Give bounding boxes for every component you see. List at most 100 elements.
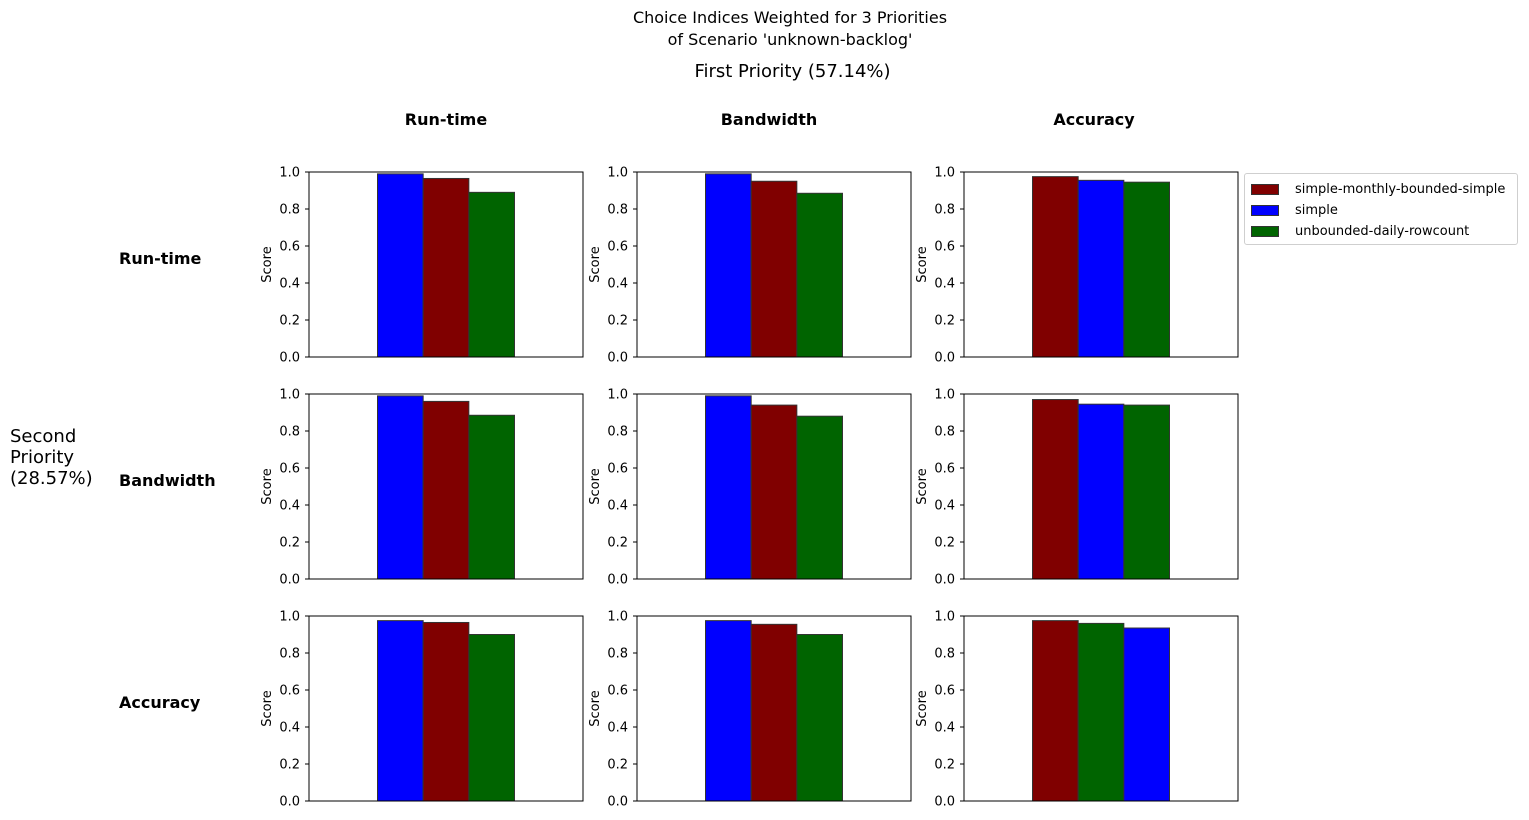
panel-accuracy-bandwidth-bar-unbounded-daily-rowcount <box>796 634 844 802</box>
panel-run-time-run-time-ytick-label-1: 0.2 <box>279 314 300 329</box>
row-priority-title-line-3: (28.57%) <box>10 468 93 489</box>
panel-run-time-accuracy-ytick-label-5: 1.0 <box>934 166 955 181</box>
panel-accuracy-bandwidth-ytick-label-5: 1.0 <box>607 610 628 625</box>
panel-bandwidth-bandwidth-ylabel: Score <box>588 468 603 504</box>
legend-item-simple: simple <box>1251 200 1517 221</box>
panel-run-time-bandwidth-bar-unbounded-daily-rowcount <box>796 192 844 358</box>
panel-bandwidth-accuracy-ytick-label-1: 0.2 <box>934 536 955 551</box>
panel-bandwidth-accuracy: 0.0 0.2 0.4 0.6 0.8 1.0 Score <box>915 388 1239 588</box>
panel-run-time-bandwidth-ytick-label-3: 0.6 <box>607 240 628 255</box>
legend: simple-monthly-bounded-simple simple unb… <box>1244 173 1518 245</box>
panel-bandwidth-run-time: 0.0 0.2 0.4 0.6 0.8 1.0 Score <box>260 388 584 588</box>
figure-title-line-1: Choice Indices Weighted for 3 Priorities <box>632 8 948 27</box>
panel-bandwidth-run-time-ytick-label-3: 0.6 <box>279 462 300 477</box>
panel-accuracy-bandwidth-bar-simple <box>705 620 752 802</box>
legend-swatch-simple <box>1251 205 1279 216</box>
panel-accuracy-bandwidth-bar-simple-monthly-bounded-simple <box>750 623 798 802</box>
panel-run-time-bandwidth-bar-simple-monthly-bounded-simple <box>750 180 798 358</box>
panel-accuracy-run-time-ylabel: Score <box>260 690 275 726</box>
panel-run-time-run-time-ytick-label-3: 0.6 <box>279 240 300 255</box>
row-header-1: Run-time <box>119 249 202 268</box>
panel-run-time-accuracy-ytick-label-3: 0.6 <box>934 240 955 255</box>
panel-bandwidth-accuracy-ytick-label-4: 0.8 <box>934 425 955 440</box>
panel-bandwidth-bandwidth-bar-unbounded-daily-rowcount <box>796 415 844 580</box>
figure-title-line-2: of Scenario 'unknown-backlog' <box>667 30 913 49</box>
panel-accuracy-run-time-ytick-label-5: 1.0 <box>279 610 300 625</box>
panel-bandwidth-bandwidth-bar-simple-monthly-bounded-simple <box>750 404 798 580</box>
panel-accuracy-run-time: 0.0 0.2 0.4 0.6 0.8 1.0 Score <box>260 610 584 810</box>
figure-title: Choice Indices Weighted for 3 Priorities… <box>0 7 1529 51</box>
panel-bandwidth-bandwidth-ytick-label-1: 0.2 <box>607 536 628 551</box>
panel-accuracy-run-time-bar-simple <box>377 620 424 802</box>
legend-swatch-unbounded-daily-rowcount <box>1251 226 1279 237</box>
panel-bandwidth-bandwidth-ytick-label-4: 0.8 <box>607 425 628 440</box>
legend-item-simple-monthly-bounded-simple: simple-monthly-bounded-simple <box>1251 179 1517 200</box>
panel-accuracy-run-time-bar-simple-monthly-bounded-simple <box>422 621 470 802</box>
panel-accuracy-run-time-bar-unbounded-daily-rowcount <box>468 634 515 802</box>
column-priority-title: First Priority (57.14%) <box>694 61 891 82</box>
panel-run-time-accuracy-ytick-label-2: 0.4 <box>934 277 955 292</box>
panel-run-time-bandwidth-frame <box>636 171 912 358</box>
panel-accuracy-bandwidth-ytick-label-1: 0.2 <box>607 758 628 773</box>
panel-accuracy-accuracy-ylabel: Score <box>915 690 930 726</box>
panel-bandwidth-run-time-bar-unbounded-daily-rowcount <box>468 414 515 580</box>
legend-item-unbounded-daily-rowcount: unbounded-daily-rowcount <box>1251 221 1517 242</box>
panel-run-time-bandwidth: 0.0 0.2 0.4 0.6 0.8 1.0 Score <box>588 166 912 366</box>
panel-accuracy-accuracy-ytick-label-3: 0.6 <box>934 684 955 699</box>
row-priority-title: Second Priority (28.57%) <box>10 426 120 489</box>
panel-run-time-accuracy-ytick-label-0: 0.0 <box>934 351 955 366</box>
panel-accuracy-bandwidth: 0.0 0.2 0.4 0.6 0.8 1.0 Score <box>588 610 912 810</box>
panel-accuracy-run-time-ytick-label-4: 0.8 <box>279 647 300 662</box>
panel-accuracy-run-time-frame <box>308 615 584 802</box>
column-header-2: Bandwidth <box>720 110 818 129</box>
panel-bandwidth-run-time-bar-simple <box>377 395 424 580</box>
panel-bandwidth-accuracy-frame <box>963 393 1239 580</box>
panel-accuracy-bandwidth-ytick-label-3: 0.6 <box>607 684 628 699</box>
panel-bandwidth-run-time-ytick-label-1: 0.2 <box>279 536 300 551</box>
panel-accuracy-bandwidth-ylabel: Score <box>588 690 603 726</box>
panel-run-time-run-time-frame <box>308 171 584 358</box>
panel-bandwidth-bandwidth: 0.0 0.2 0.4 0.6 0.8 1.0 Score <box>588 388 912 588</box>
panel-bandwidth-accuracy-ytick-label-2: 0.4 <box>934 499 955 514</box>
legend-label-unbounded-daily-rowcount: unbounded-daily-rowcount <box>1295 224 1470 239</box>
panel-run-time-bandwidth-ytick-label-2: 0.4 <box>607 277 628 292</box>
panel-run-time-accuracy-ylabel: Score <box>915 246 930 282</box>
panel-accuracy-accuracy-ytick-label-1: 0.2 <box>934 758 955 773</box>
panel-bandwidth-bandwidth-ytick-label-3: 0.6 <box>607 462 628 477</box>
panel-bandwidth-accuracy-bar-simple <box>1077 403 1125 580</box>
panel-run-time-accuracy-bar-simple <box>1077 179 1125 358</box>
panel-accuracy-accuracy-frame <box>963 615 1239 802</box>
panel-run-time-accuracy-ytick-label-1: 0.2 <box>934 314 955 329</box>
panel-accuracy-accuracy-bar-unbounded-daily-rowcount <box>1077 622 1125 802</box>
panel-accuracy-run-time-ytick-label-2: 0.4 <box>279 721 300 736</box>
panel-bandwidth-bandwidth-ytick-label-2: 0.4 <box>607 499 628 514</box>
panel-bandwidth-run-time-ytick-label-4: 0.8 <box>279 425 300 440</box>
row-priority-title-line-2: Priority <box>10 447 75 468</box>
panel-run-time-bandwidth-ylabel: Score <box>588 246 603 282</box>
panel-run-time-bandwidth-bar-simple <box>705 173 752 358</box>
panel-bandwidth-run-time-bar-simple-monthly-bounded-simple <box>422 400 470 580</box>
panel-accuracy-accuracy-ytick-label-2: 0.4 <box>934 721 955 736</box>
panel-bandwidth-accuracy-bar-simple-monthly-bounded-simple <box>1032 399 1079 580</box>
column-header-3: Accuracy <box>1053 110 1135 129</box>
panel-accuracy-accuracy-ytick-label-0: 0.0 <box>934 795 955 810</box>
panel-accuracy-bandwidth-ytick-label-2: 0.4 <box>607 721 628 736</box>
panel-accuracy-run-time-ytick-label-0: 0.0 <box>279 795 300 810</box>
panel-accuracy-accuracy-bar-simple <box>1123 627 1170 802</box>
panel-bandwidth-bandwidth-ytick-label-5: 1.0 <box>607 388 628 403</box>
panel-run-time-accuracy-ytick-label-4: 0.8 <box>934 203 955 218</box>
legend-label-simple-monthly-bounded-simple: simple-monthly-bounded-simple <box>1295 182 1506 197</box>
panel-bandwidth-accuracy-bar-unbounded-daily-rowcount <box>1123 404 1170 580</box>
panel-run-time-run-time-bar-unbounded-daily-rowcount <box>468 191 515 358</box>
panel-run-time-run-time-ytick-label-4: 0.8 <box>279 203 300 218</box>
panel-run-time-run-time-ytick-label-0: 0.0 <box>279 351 300 366</box>
panel-bandwidth-run-time-ytick-label-2: 0.4 <box>279 499 300 514</box>
panel-bandwidth-bandwidth-bar-simple <box>705 395 752 580</box>
legend-swatch-simple-monthly-bounded-simple <box>1251 184 1279 195</box>
panel-run-time-run-time-bar-simple <box>377 173 424 358</box>
panel-accuracy-bandwidth-frame <box>636 615 912 802</box>
panel-bandwidth-accuracy-ytick-label-0: 0.0 <box>934 573 955 588</box>
panel-run-time-bandwidth-ytick-label-5: 1.0 <box>607 166 628 181</box>
panel-run-time-bandwidth-ytick-label-1: 0.2 <box>607 314 628 329</box>
